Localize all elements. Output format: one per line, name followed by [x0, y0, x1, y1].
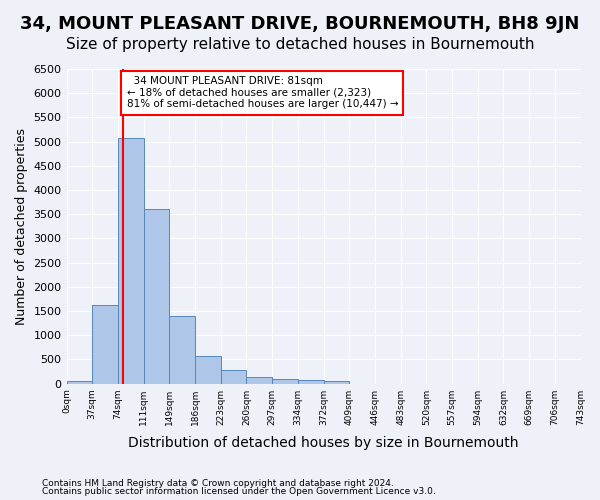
Bar: [221, 370, 247, 384]
Text: Contains HM Land Registry data © Crown copyright and database right 2024.: Contains HM Land Registry data © Crown c…: [42, 478, 394, 488]
Bar: [118, 138, 143, 384]
Bar: [272, 379, 298, 384]
Bar: [92, 304, 118, 384]
Bar: [323, 381, 349, 384]
Text: Size of property relative to detached houses in Bournemouth: Size of property relative to detached ho…: [66, 38, 534, 52]
X-axis label: Distribution of detached houses by size in Bournemouth: Distribution of detached houses by size …: [128, 436, 519, 450]
Text: 34, MOUNT PLEASANT DRIVE, BOURNEMOUTH, BH8 9JN: 34, MOUNT PLEASANT DRIVE, BOURNEMOUTH, B…: [20, 15, 580, 33]
Bar: [298, 380, 323, 384]
Bar: [195, 356, 221, 384]
Bar: [169, 316, 195, 384]
Text: Contains public sector information licensed under the Open Government Licence v3: Contains public sector information licen…: [42, 487, 436, 496]
Y-axis label: Number of detached properties: Number of detached properties: [15, 128, 28, 325]
Bar: [67, 380, 92, 384]
Bar: [143, 210, 169, 384]
Text: 34 MOUNT PLEASANT DRIVE: 81sqm
← 18% of detached houses are smaller (2,323)
81% : 34 MOUNT PLEASANT DRIVE: 81sqm ← 18% of …: [127, 76, 398, 110]
Bar: [247, 377, 272, 384]
